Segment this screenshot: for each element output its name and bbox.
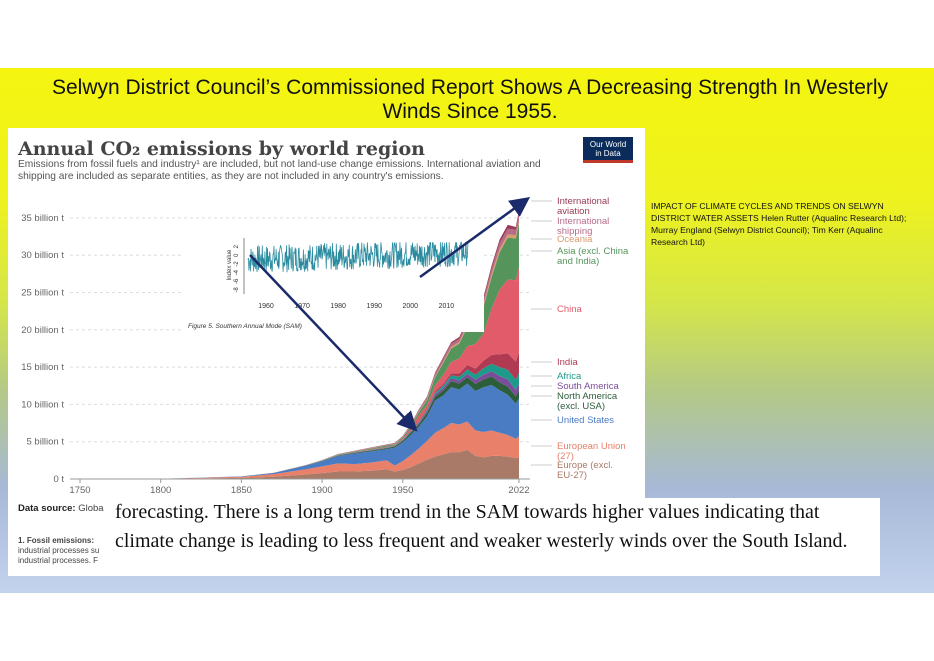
logo-line-1: Our World xyxy=(589,140,627,149)
data-source-line: Data source: Globa xyxy=(18,503,104,514)
slide-title: Selwyn District Council’s Commissioned R… xyxy=(51,76,889,123)
report-citation: IMPACT OF CLIMATE CYCLES AND TRENDS ON S… xyxy=(651,201,907,247)
report-quote: forecasting. There is a long term trend … xyxy=(113,498,880,556)
logo-line-2: in Data xyxy=(595,149,621,158)
data-source-label: Data source: xyxy=(18,503,76,514)
footnote-line-3: industrial processes. F xyxy=(18,556,99,565)
co2-chart-panel xyxy=(8,128,645,498)
chart-subtitle: Emissions from fossil fuels and industry… xyxy=(18,159,541,182)
footnote: 1. Fossil emissions: industrial processe… xyxy=(18,536,113,566)
footnote-label: 1. Fossil emissions: xyxy=(18,536,95,545)
data-source-text: Globa xyxy=(78,503,104,514)
chart-title: Annual CO₂ emissions by world region xyxy=(18,138,425,160)
owid-logo: Our World in Data xyxy=(583,137,633,163)
footnote-line-2: industrial processes su xyxy=(18,546,100,555)
